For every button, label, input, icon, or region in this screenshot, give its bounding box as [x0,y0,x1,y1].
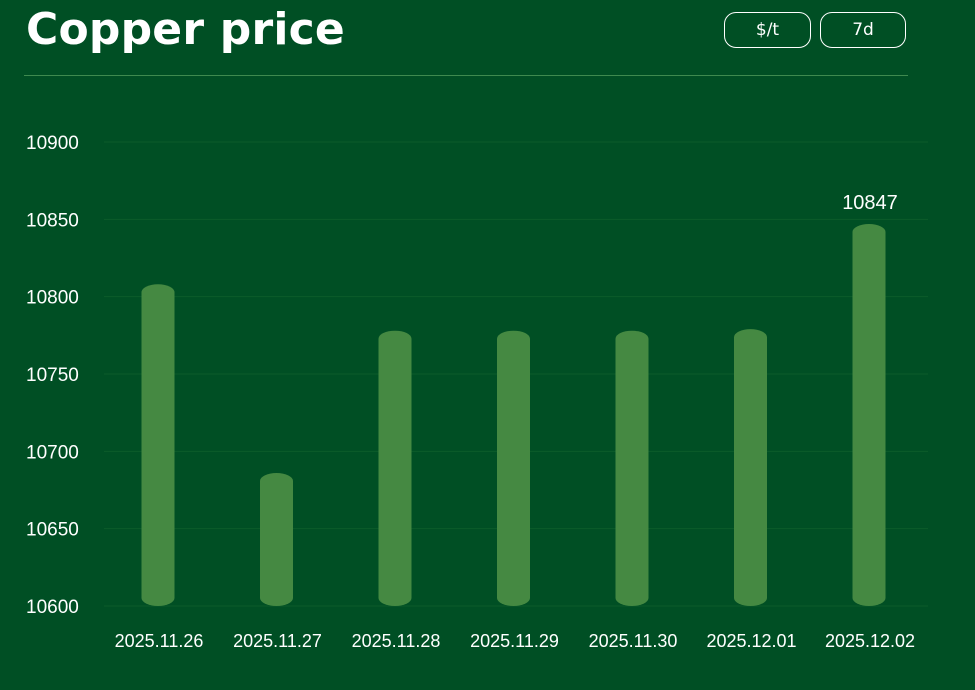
y-tick-label: 10800 [26,288,79,309]
y-tick-label: 10700 [26,442,79,463]
bar [852,223,886,606]
bar [141,284,175,606]
x-tick-label: 2025.11.29 [470,631,559,651]
bar-value-label: 10847 [842,192,898,214]
bar [615,330,649,606]
x-tick-label: 2025.12.01 [706,631,796,651]
x-tick-label: 2025.11.26 [115,631,204,651]
x-tick-label: 2025.11.28 [352,631,441,651]
y-tick-label: 10750 [26,365,79,386]
bar [260,472,293,606]
y-tick-label: 10600 [26,597,79,618]
bar [734,329,767,606]
x-tick-label: 2025.11.27 [233,631,322,651]
header-divider [24,75,908,76]
x-tick-label: 2025.12.02 [825,631,915,651]
y-tick-label: 10650 [26,520,79,541]
unit-toggle-button[interactable]: $/t [724,12,811,48]
bar [497,330,530,606]
y-tick-label: 10900 [26,133,79,154]
y-tick-label: 10850 [26,210,79,231]
range-toggle-button[interactable]: 7d [820,12,906,48]
bar [378,330,412,606]
x-tick-label: 2025.11.30 [589,631,678,651]
page-title: Copper price [26,4,345,55]
